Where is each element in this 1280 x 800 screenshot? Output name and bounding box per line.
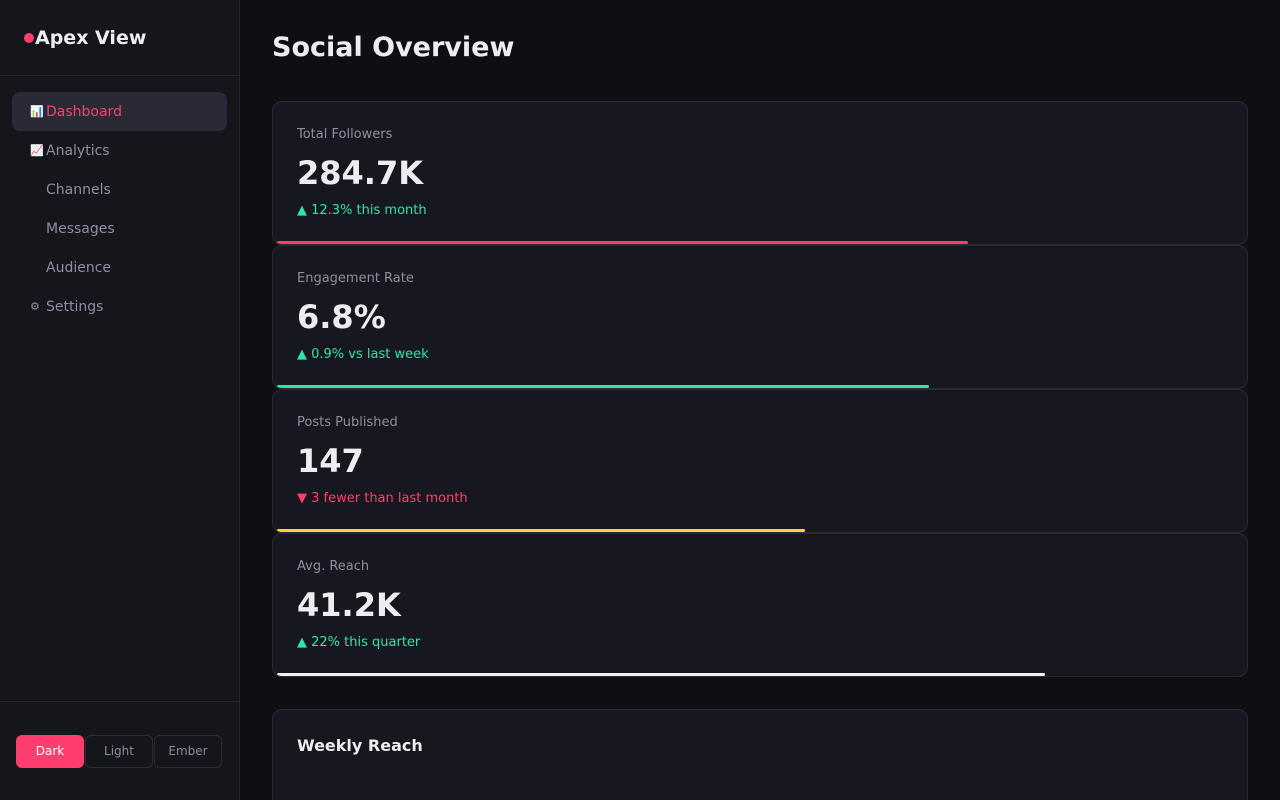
bar-chart-icon: 📊 (30, 105, 44, 118)
progress-track (277, 529, 1243, 532)
stat-delta: ▲ 12.3% this month (297, 203, 427, 218)
sidebar-item-settings[interactable]: ⚙ Settings (12, 287, 227, 326)
stat-card-posts-published: Posts Published 147 ▼ 3 fewer than last … (272, 389, 1248, 533)
progress-track (277, 241, 1243, 244)
brand[interactable]: Apex View (0, 0, 239, 76)
sidebar: Apex View 📊 Dashboard 📈 Analytics Channe… (0, 0, 240, 800)
line-chart-icon: 📈 (30, 144, 44, 157)
progress-bar (277, 241, 968, 244)
theme-ember-button[interactable]: Ember (154, 734, 222, 768)
stat-value: 41.2K (297, 586, 401, 624)
stat-delta: ▼ 3 fewer than last month (297, 491, 468, 506)
brand-dot-icon (24, 32, 34, 43)
main-content: Social Overview Total Followers 284.7K ▲… (240, 0, 1280, 800)
theme-light-button[interactable]: Light (85, 734, 153, 768)
sidebar-item-audience[interactable]: Audience (12, 248, 227, 287)
stat-value: 6.8% (297, 298, 386, 336)
stat-label: Avg. Reach (297, 559, 370, 574)
page-title: Social Overview (272, 32, 515, 63)
stat-label: Posts Published (297, 415, 398, 430)
sidebar-item-dashboard[interactable]: 📊 Dashboard (12, 92, 227, 131)
stat-label: Engagement Rate (297, 271, 414, 286)
stat-value: 284.7K (297, 154, 424, 192)
chart-title: Weekly Reach (297, 736, 423, 755)
weekly-reach-card: Weekly Reach (272, 709, 1248, 800)
progress-bar (277, 673, 1045, 676)
theme-switcher: Dark Light Ember (0, 701, 239, 800)
progress-track (277, 385, 1243, 388)
app-name: Apex View (35, 26, 147, 49)
stat-card-engagement-rate: Engagement Rate 6.8% ▲ 0.9% vs last week (272, 245, 1248, 389)
stat-label: Total Followers (297, 127, 393, 142)
progress-bar (277, 385, 930, 388)
progress-track (277, 673, 1243, 676)
stat-delta: ▲ 0.9% vs last week (297, 347, 429, 362)
sidebar-nav: 📊 Dashboard 📈 Analytics Channels Message… (0, 76, 239, 326)
sidebar-item-label: Channels (46, 181, 111, 198)
theme-dark-button[interactable]: Dark (16, 734, 84, 768)
sidebar-item-label: Dashboard (46, 103, 122, 120)
stat-card-total-followers: Total Followers 284.7K ▲ 12.3% this mont… (272, 101, 1248, 245)
sidebar-item-channels[interactable]: Channels (12, 170, 227, 209)
progress-bar (277, 529, 806, 532)
sidebar-item-label: Messages (46, 220, 115, 237)
stat-value: 147 (297, 442, 364, 480)
sidebar-item-analytics[interactable]: 📈 Analytics (12, 131, 227, 170)
sidebar-item-label: Audience (46, 259, 112, 276)
gear-icon: ⚙ (30, 300, 40, 313)
sidebar-item-label: Analytics (46, 142, 110, 159)
stat-card-avg-reach: Avg. Reach 41.2K ▲ 22% this quarter (272, 533, 1248, 677)
sidebar-item-label: Settings (46, 298, 104, 315)
stat-delta: ▲ 22% this quarter (297, 635, 421, 650)
sidebar-item-messages[interactable]: Messages (12, 209, 227, 248)
